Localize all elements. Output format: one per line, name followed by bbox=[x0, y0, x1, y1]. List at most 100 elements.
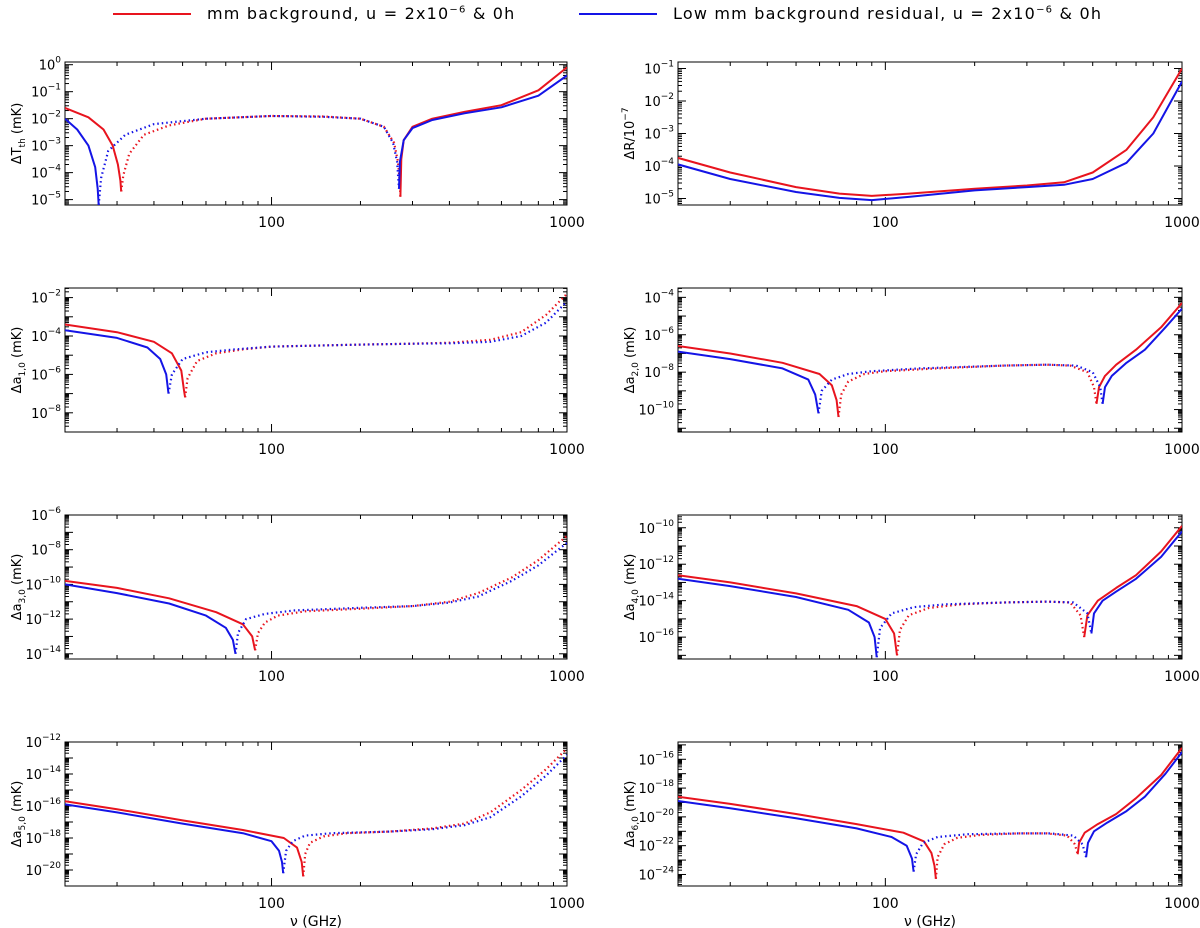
series-line-red-dotted bbox=[120, 114, 402, 197]
y-tick-label: 10−5 bbox=[31, 191, 61, 209]
x-tick-label: 1000 bbox=[1164, 669, 1200, 685]
series-line-blue-solid bbox=[1101, 307, 1182, 405]
y-tick-label: 10−2 bbox=[31, 289, 61, 307]
x-tick-label: 100 bbox=[872, 669, 899, 685]
x-tick-label: 1000 bbox=[1164, 442, 1200, 458]
x-axis-label: ν (GHz) bbox=[904, 914, 956, 928]
plot-frame bbox=[677, 741, 1183, 887]
y-tick-label: 10−20 bbox=[638, 808, 674, 826]
plot-frame bbox=[64, 61, 568, 206]
series-line-red-solid bbox=[65, 800, 305, 877]
x-tick-label: 100 bbox=[872, 215, 899, 231]
plot-frame bbox=[64, 287, 568, 433]
legend-item-mm-background: mm background, u = 2x10−6 & 0h bbox=[113, 4, 516, 23]
y-tick-label: 10−6 bbox=[31, 506, 61, 524]
y-tick-label: 10−12 bbox=[25, 733, 61, 751]
series-line-red-dotted bbox=[302, 747, 567, 877]
series-line-red-solid bbox=[678, 574, 898, 656]
y-tick-label: 10−4 bbox=[644, 157, 674, 175]
y-tick-label: 10−10 bbox=[25, 575, 61, 593]
y-tick-label: 10−1 bbox=[644, 60, 674, 78]
chart-panel-a20: 100 1000 10−4 10−6 10−8 10−10 Δa2,0 (mK) bbox=[623, 287, 1200, 458]
y-tick-label: 10−20 bbox=[25, 861, 61, 879]
y-tick-label: 10−16 bbox=[638, 750, 674, 768]
series-line-blue-solid bbox=[1090, 530, 1182, 634]
series-line-red-dotted bbox=[837, 363, 1098, 418]
y-tick-label: 10−5 bbox=[644, 190, 674, 208]
x-tick-label: 1000 bbox=[549, 215, 585, 231]
series-line-red-solid bbox=[65, 579, 257, 651]
series-line-blue-dotted bbox=[912, 832, 1088, 872]
y-tick-label: 10−24 bbox=[638, 865, 674, 883]
series-line-red-dotted bbox=[184, 293, 567, 398]
y-axis-label: Δa6,0 (mK) bbox=[623, 781, 641, 848]
chart-panel-dT: 100 1000 100 10−1 10−2 10−3 10−4 10−5 ΔTth (mK) bbox=[10, 56, 585, 231]
x-tick-label: 1000 bbox=[1164, 896, 1200, 912]
y-tick-label: 10−10 bbox=[638, 519, 674, 537]
series-line-blue-solid bbox=[65, 329, 170, 394]
series-line-blue-solid bbox=[1085, 751, 1182, 858]
series-line-blue-dotted bbox=[282, 754, 567, 874]
series-line-red-solid bbox=[678, 795, 937, 879]
series-line-blue-dotted bbox=[234, 541, 567, 654]
series-line-red-solid bbox=[65, 323, 187, 398]
series-line-red-solid bbox=[65, 106, 123, 192]
x-tick-label: 100 bbox=[258, 215, 285, 231]
y-tick-label: 10−14 bbox=[638, 592, 674, 610]
y-axis-label: Δa5,0 (mK) bbox=[10, 781, 28, 848]
series-line-red-solid bbox=[399, 66, 567, 197]
x-tick-label: 100 bbox=[258, 442, 285, 458]
y-tick-label: 10−4 bbox=[644, 288, 674, 306]
series-line-blue-solid bbox=[65, 803, 285, 874]
series-line-blue-dotted bbox=[817, 363, 1104, 414]
x-tick-label: 100 bbox=[872, 896, 899, 912]
x-tick-label: 1000 bbox=[549, 442, 585, 458]
y-axis-label: Δa2,0 (mK) bbox=[623, 327, 641, 394]
series-line-red-solid bbox=[1095, 302, 1182, 405]
y-tick-label: 100 bbox=[39, 56, 62, 74]
x-tick-label: 100 bbox=[258, 896, 285, 912]
y-tick-label: 10−14 bbox=[25, 765, 61, 783]
y-axis-label: Δa3,0 (mK) bbox=[10, 554, 28, 621]
y-tick-label: 10−1 bbox=[31, 83, 61, 101]
chart-panel-a30: 100 1000 10−6 10−8 10−10 10−12 10−14 Δa3,0 (mK) bbox=[10, 506, 585, 685]
series-line-blue-solid bbox=[678, 350, 820, 414]
x-tick-label: 1000 bbox=[1164, 215, 1200, 231]
plot-frame bbox=[677, 287, 1183, 433]
y-tick-label: 10−18 bbox=[638, 779, 674, 797]
legend-blue-line-swatch bbox=[579, 12, 657, 15]
y-tick-label: 10−8 bbox=[31, 404, 61, 422]
series-line-blue-dotted bbox=[97, 114, 401, 205]
chart-panel-a50: 100 1000 10−12 10−14 10−16 10−18 10−20 Δa5,0 (m… bbox=[10, 733, 585, 928]
legend-label-low-mm-residual: Low mm background residual, u = 2x10−6 &… bbox=[673, 4, 1103, 23]
y-tick-label: 10−6 bbox=[644, 326, 674, 344]
legend: mm background, u = 2x10−6 & 0h Low mm ba… bbox=[0, 0, 1200, 30]
legend-item-low-mm-residual: Low mm background residual, u = 2x10−6 &… bbox=[579, 4, 1102, 23]
series-line-blue-solid bbox=[678, 800, 915, 872]
series-line-blue-dotted bbox=[875, 600, 1093, 658]
x-tick-label: 100 bbox=[258, 669, 285, 685]
series-line-red-solid bbox=[1083, 525, 1182, 638]
y-tick-label: 10−16 bbox=[638, 628, 674, 646]
series-line-blue-solid bbox=[65, 117, 100, 205]
series-line-red-solid bbox=[1076, 747, 1182, 855]
y-tick-label: 10−2 bbox=[644, 92, 674, 110]
series-line-red-dotted bbox=[895, 600, 1086, 656]
legend-label-mm-background: mm background, u = 2x10−6 & 0h bbox=[207, 4, 516, 23]
y-tick-label: 10−22 bbox=[638, 837, 674, 855]
series-line-blue-dotted bbox=[167, 300, 567, 394]
chart-panel-dR: 100 1000 10−1 10−2 10−3 10−4 10−5 ΔR/10−7 bbox=[621, 60, 1200, 232]
y-tick-label: 10−14 bbox=[25, 645, 61, 663]
y-tick-label: 10−10 bbox=[638, 401, 674, 419]
y-tick-label: 10−18 bbox=[25, 829, 61, 847]
y-tick-label: 10−16 bbox=[25, 797, 61, 815]
series-line-blue-solid bbox=[678, 81, 1182, 202]
x-tick-label: 100 bbox=[872, 442, 899, 458]
chart-panel-a60: 100 1000 10−16 10−18 10−20 10−22 10−24 Δa6,0 (m… bbox=[623, 741, 1200, 928]
y-tick-label: 10−4 bbox=[31, 327, 61, 345]
y-tick-label: 10−3 bbox=[644, 125, 674, 143]
series-line-red-solid bbox=[678, 345, 840, 418]
series-line-red-dotted bbox=[934, 832, 1079, 879]
